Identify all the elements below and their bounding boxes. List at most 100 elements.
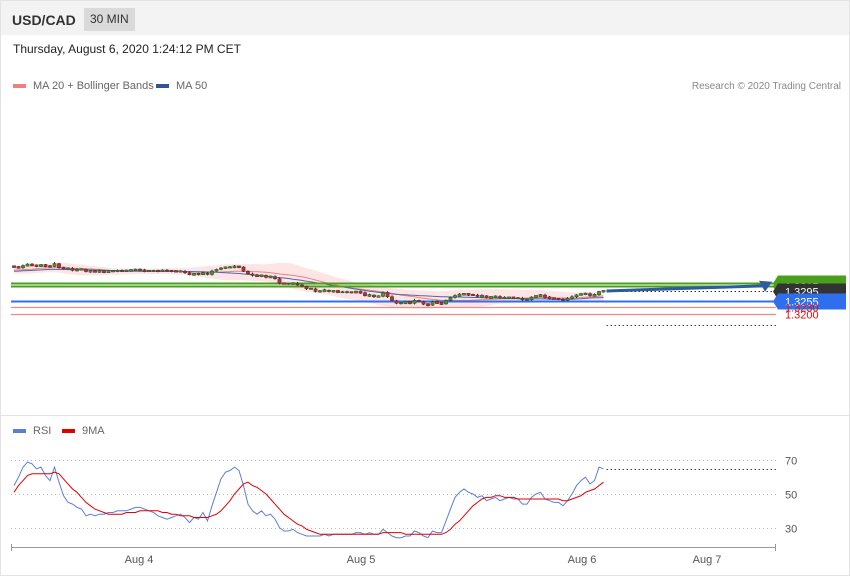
candle-body xyxy=(151,269,156,272)
candle-body xyxy=(597,291,601,296)
rsi-tick-label-50: 50 xyxy=(785,490,797,502)
candle-body xyxy=(138,268,142,272)
candle-body xyxy=(147,269,151,272)
candle-body xyxy=(223,266,228,269)
candle-body xyxy=(336,290,340,294)
legend-ma20: MA 20 + Bollinger Bands xyxy=(13,80,154,92)
candle-body xyxy=(246,271,250,275)
candle-body xyxy=(304,285,309,290)
ma50-swatch xyxy=(156,84,169,88)
9ma-swatch xyxy=(62,429,75,433)
candle-body xyxy=(444,300,448,305)
candle-body xyxy=(349,291,354,294)
rsi-9ma-line xyxy=(13,471,604,535)
candle-body xyxy=(556,298,561,301)
candle-body xyxy=(408,301,412,305)
candle-body xyxy=(403,301,408,305)
candle-body xyxy=(210,270,214,275)
candle-body xyxy=(439,302,444,305)
candle-body xyxy=(417,300,421,303)
candle-body xyxy=(214,269,219,272)
candle-body xyxy=(309,287,313,290)
datetime-label: Thursday, August 6, 2020 1:24:12 PM CET xyxy=(13,42,241,56)
candle-body xyxy=(187,272,192,275)
candle-body xyxy=(354,290,358,294)
candle-body xyxy=(358,290,363,294)
symbol-label: USD/CAD xyxy=(12,12,76,28)
candle-body xyxy=(259,274,264,277)
candle-body xyxy=(327,290,331,292)
candle-body xyxy=(471,293,475,296)
candle-body xyxy=(12,265,16,268)
x-tick-label: Aug 4 xyxy=(125,554,154,566)
candle-body xyxy=(372,294,376,298)
candle-body xyxy=(435,300,439,304)
candle-body xyxy=(489,296,493,299)
rsi-swatch xyxy=(13,429,26,433)
candle-body xyxy=(70,268,75,271)
x-tick-label: Aug 7 xyxy=(693,554,722,566)
candle-body xyxy=(183,271,187,274)
candle-body xyxy=(498,296,502,299)
candle-body xyxy=(115,269,120,272)
pane-divider xyxy=(1,415,849,416)
candle-body xyxy=(547,296,552,300)
candle-body xyxy=(232,265,237,269)
candle-body xyxy=(160,269,165,272)
candle-body xyxy=(462,293,466,296)
legend-ma50: MA 50 xyxy=(156,80,207,92)
candle-body xyxy=(529,296,534,301)
candle-body xyxy=(493,295,498,298)
candle-body xyxy=(363,292,367,297)
legend-ma50-label: MA 50 xyxy=(176,80,208,92)
candle-body xyxy=(457,293,462,297)
candle-body xyxy=(165,269,169,272)
candle-body xyxy=(534,295,538,298)
candle-body xyxy=(340,291,345,294)
header-bar: USD/CAD 30 MIN xyxy=(1,1,849,35)
candle-body xyxy=(120,269,124,272)
candle-body xyxy=(124,269,129,272)
target-arrow-head xyxy=(759,280,772,292)
candle-body xyxy=(250,273,255,276)
level-label-1.3255: 1.3255 xyxy=(785,297,819,309)
candle-body xyxy=(583,292,588,295)
candle-body xyxy=(561,298,565,301)
timeframe-badge[interactable]: 30 MIN xyxy=(84,8,135,31)
candle-body xyxy=(21,265,25,268)
candle-body xyxy=(394,300,399,304)
candle-body xyxy=(88,270,93,273)
candle-body xyxy=(102,270,106,273)
candle-body xyxy=(588,293,592,296)
target-arrow-shaft xyxy=(606,284,765,293)
candle-body xyxy=(178,270,183,273)
candle-body xyxy=(156,269,160,272)
candle-body xyxy=(84,269,88,272)
candle-body xyxy=(543,294,547,298)
candle-body xyxy=(502,296,507,299)
candle-body xyxy=(385,292,390,298)
candle-body xyxy=(57,263,61,268)
candle-body xyxy=(601,290,606,293)
candle-body xyxy=(376,295,381,298)
candle-body xyxy=(129,269,133,272)
legend-rsi-label: RSI xyxy=(33,425,52,437)
candle-body xyxy=(48,265,52,268)
legend-9ma-label: 9MA xyxy=(82,425,105,437)
candle-body xyxy=(570,296,574,299)
rsi-tick-label-70: 70 xyxy=(785,456,797,468)
candle-body xyxy=(367,294,372,297)
level-label-1.3230: 1.3230 xyxy=(785,303,819,315)
candle-body xyxy=(322,289,327,293)
credit-label: Research © 2020 Trading Central xyxy=(691,81,841,92)
candle-body xyxy=(516,297,520,300)
candle-body xyxy=(282,282,286,285)
candle-body xyxy=(538,294,543,297)
candle-body xyxy=(286,282,291,285)
candle-body xyxy=(480,294,484,298)
candle-body xyxy=(291,282,295,285)
candle-body xyxy=(390,296,394,301)
candle-body xyxy=(268,275,273,279)
candle-body xyxy=(255,274,259,277)
candle-body xyxy=(592,293,597,297)
